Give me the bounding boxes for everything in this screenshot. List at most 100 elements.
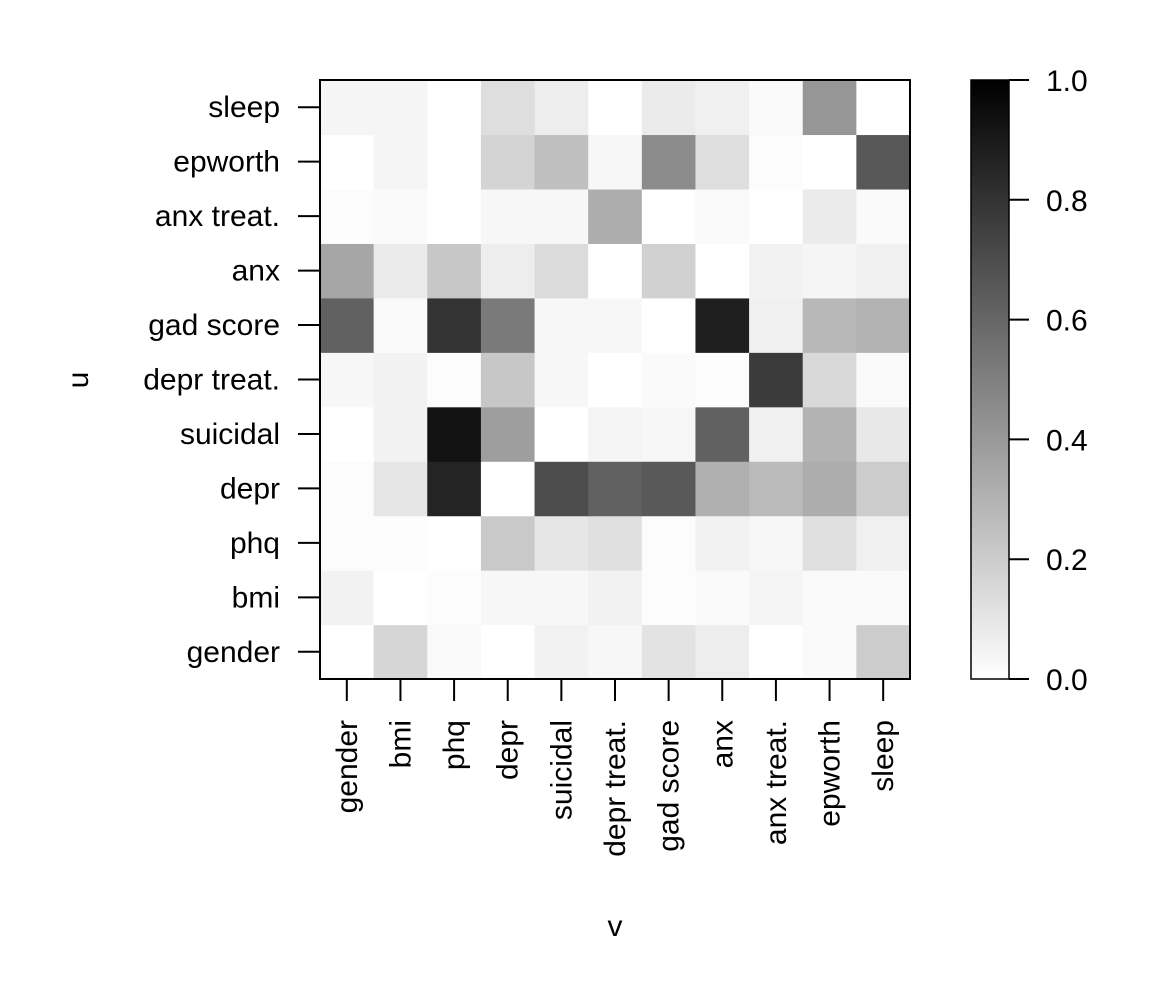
heatmap-cell	[802, 624, 857, 680]
heatmap-cell	[373, 570, 428, 626]
heatmap-cell	[641, 570, 697, 626]
heatmap-cell	[695, 624, 750, 680]
heatmap-cell	[802, 188, 857, 244]
heatmap-cell	[695, 515, 750, 571]
heatmap-cell	[588, 188, 643, 244]
x-tick-label: suicidal	[545, 720, 578, 820]
heatmap-cell	[802, 243, 857, 299]
y-tick-label: anx	[232, 255, 280, 288]
heatmap-cell	[588, 243, 643, 299]
heatmap-cell	[427, 515, 482, 571]
x-axis: gender bmi phq depr suicidal depr treat. gad s…	[331, 679, 900, 857]
heatmap-cell	[641, 515, 697, 571]
heatmap-cell	[373, 461, 428, 517]
heatmap-cell	[427, 243, 482, 299]
heatmap-cell	[695, 134, 750, 190]
heatmap-cell	[641, 134, 697, 190]
heatmap-cell	[641, 80, 697, 136]
heatmap-cell	[480, 188, 536, 244]
heatmap-cell	[856, 134, 911, 190]
heatmap-cell	[695, 80, 750, 136]
x-tick-label: depr treat.	[599, 720, 632, 857]
heatmap-cell	[695, 297, 750, 353]
x-tick-label: gad score	[653, 720, 686, 852]
heatmap-cell	[320, 134, 375, 190]
colorbar-gradient	[970, 79, 1010, 680]
y-tick-label: gender	[187, 636, 280, 669]
x-tick-label: epworth	[814, 720, 847, 827]
heatmap-cell	[320, 515, 375, 571]
heatmap-cell	[588, 134, 643, 190]
heatmap-cell	[320, 243, 375, 299]
heatmap-cell	[373, 243, 428, 299]
heatmap-cell	[641, 461, 697, 517]
x-tick-label: anx	[706, 720, 739, 768]
heatmap-cell	[588, 570, 643, 626]
heatmap-cell	[695, 461, 750, 517]
heatmap-cell	[802, 570, 857, 626]
heatmap-cell	[427, 570, 482, 626]
heatmap-cell	[588, 80, 643, 136]
heatmap-cell	[749, 134, 804, 190]
y-tick-label: depr	[220, 472, 280, 505]
heatmap-cell	[588, 352, 643, 408]
y-tick-label: gad score	[148, 309, 280, 342]
heatmap-cell	[749, 243, 804, 299]
heatmap-cell	[373, 188, 428, 244]
y-tick-label: suicidal	[180, 418, 280, 451]
heatmap-cell	[641, 406, 697, 462]
heatmap-cell	[534, 461, 589, 517]
heatmap-cell	[427, 188, 482, 244]
heatmap-cell	[373, 80, 428, 136]
colorbar-tick-label: 0.6	[1046, 305, 1088, 338]
heatmap-cell	[427, 352, 482, 408]
heatmap-cell	[427, 297, 482, 353]
heatmap-cell	[588, 406, 643, 462]
heatmap-cell	[695, 406, 750, 462]
heatmap-cell	[427, 461, 482, 517]
heatmap-cell	[427, 624, 482, 680]
heatmap-cell	[320, 352, 375, 408]
heatmap-cell	[802, 297, 857, 353]
heatmap-cell	[373, 352, 428, 408]
colorbar-tick-label: 0.0	[1046, 664, 1088, 697]
heatmap-cell	[856, 624, 911, 680]
heatmap-cell	[534, 515, 589, 571]
heatmap-cell	[427, 80, 482, 136]
heatmap-cell	[749, 352, 804, 408]
y-tick-label: phq	[230, 527, 280, 560]
heatmap-cell	[588, 461, 643, 517]
heatmap-cell	[695, 243, 750, 299]
heatmap-cell	[695, 188, 750, 244]
heatmap-cell	[480, 134, 536, 190]
y-tick-label: sleep	[208, 91, 280, 124]
heatmap-cell	[856, 188, 911, 244]
colorbar-tick-label: 1.0	[1046, 65, 1088, 98]
y-tick-label: bmi	[232, 581, 280, 614]
heatmap-cell	[480, 406, 536, 462]
heatmap-cell	[534, 134, 589, 190]
colorbar-tick-label: 0.2	[1046, 544, 1088, 577]
heatmap-cell	[427, 406, 482, 462]
y-tick-label: depr treat.	[143, 364, 280, 397]
heatmap-cell	[695, 352, 750, 408]
heatmap-cell	[641, 352, 697, 408]
heatmap-cell	[695, 570, 750, 626]
heatmap-cell	[856, 515, 911, 571]
heatmap-cell	[373, 406, 428, 462]
heatmap-cell	[373, 297, 428, 353]
x-tick-label: sleep	[867, 720, 900, 792]
x-tick-label: bmi	[384, 720, 417, 768]
y-tick-label: anx treat.	[155, 200, 280, 233]
heatmap-cell	[480, 624, 536, 680]
colorbar-tick-label: 0.4	[1046, 424, 1088, 457]
heatmap-cell	[641, 297, 697, 353]
colorbar: 0.0 0.2 0.4 0.6 0.8 1.0	[970, 65, 1088, 697]
y-axis-title: u	[62, 372, 95, 389]
heatmap-cell	[320, 461, 375, 517]
heatmap-cell	[534, 188, 589, 244]
heatmap-cell	[749, 188, 804, 244]
heatmap-cell	[534, 80, 589, 136]
heatmap-cell	[856, 297, 911, 353]
